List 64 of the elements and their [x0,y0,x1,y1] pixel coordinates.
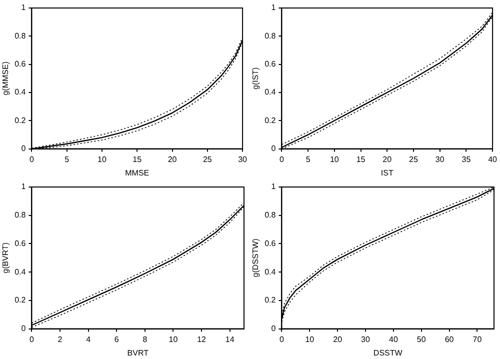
x-tick-label: 4 [86,334,92,344]
y-tick-label: 0.8 [264,210,276,220]
y-tick-label: 0.4 [264,267,276,276]
y-tick-label: 0.2 [264,296,276,305]
x-axis-title: BVRT [127,348,149,358]
y-tick-label: 0.4 [264,88,276,97]
x-tick-label: 20 [382,154,392,164]
y-tick-label: 1 [21,182,26,192]
x-tick-label: 20 [168,154,178,164]
y-tick-label: 0.8 [14,31,26,40]
y-tick-label: 0.8 [264,31,276,40]
x-tick-label: 0 [279,154,284,164]
x-tick-label: 10 [330,154,340,164]
x-tick-label: 20 [333,334,343,344]
x-tick-label: 30 [435,154,445,164]
x-tick-label: 10 [305,334,315,344]
y-tick-label: 0.4 [14,88,26,97]
x-tick-label: 60 [444,334,454,344]
x-tick-label: 14 [225,334,235,344]
x-axis-title: IST [380,168,394,178]
x-tick-label: 35 [462,154,472,164]
y-axis-title: g(BVRT) [1,242,10,274]
x-tick-label: 5 [306,154,311,164]
y-tick-label: 0.2 [14,116,26,125]
x-tick-label: 50 [416,334,426,344]
y-tick-label: 1 [21,3,26,12]
y-axis-title: g(DSSTW) [251,238,260,278]
y-axis-title: g(IST) [251,66,260,90]
y-tick-label: 0.2 [264,116,276,125]
y-tick-label: 0.4 [14,267,26,276]
x-tick-label: 5 [64,154,70,164]
x-tick-label: 25 [202,154,212,164]
x-tick-label: 30 [361,334,371,344]
x-tick-label: 2 [58,334,63,344]
y-tick-label: 0.6 [14,238,26,248]
x-tick-label: 0 [279,334,284,344]
y-tick-label: 0 [21,324,26,334]
x-tick-label: 10 [98,154,107,164]
x-tick-label: 40 [388,334,398,344]
x-tick-label: 10 [168,334,178,344]
y-tick-label: 0.6 [14,60,26,69]
x-tick-label: 6 [114,334,120,344]
y-axis-title: g(MMSE) [1,61,10,96]
y-tick-label: 0.6 [264,60,276,69]
y-tick-label: 1 [271,182,276,192]
x-tick-label: 0 [29,154,34,164]
y-tick-label: 0.6 [264,238,276,248]
x-tick-label: 70 [472,334,482,344]
y-tick-label: 0.8 [14,210,26,220]
y-tick-label: 0 [271,324,276,334]
x-tick-label: 25 [409,154,418,164]
y-tick-label: 0 [271,144,276,154]
x-tick-label: 15 [132,154,142,164]
y-tick-label: 1 [271,3,276,12]
y-tick-label: 0.2 [14,296,26,305]
x-tick-label: 15 [356,154,366,164]
x-tick-label: 40 [488,154,498,164]
x-axis-title: DSSTW [373,348,403,358]
x-tick-label: 0 [29,334,34,344]
y-tick-label: 0 [21,144,26,154]
x-tick-label: 8 [142,334,148,344]
x-tick-label: 12 [197,334,207,344]
x-axis-title: MMSE [125,168,150,178]
x-tick-label: 30 [238,154,248,164]
